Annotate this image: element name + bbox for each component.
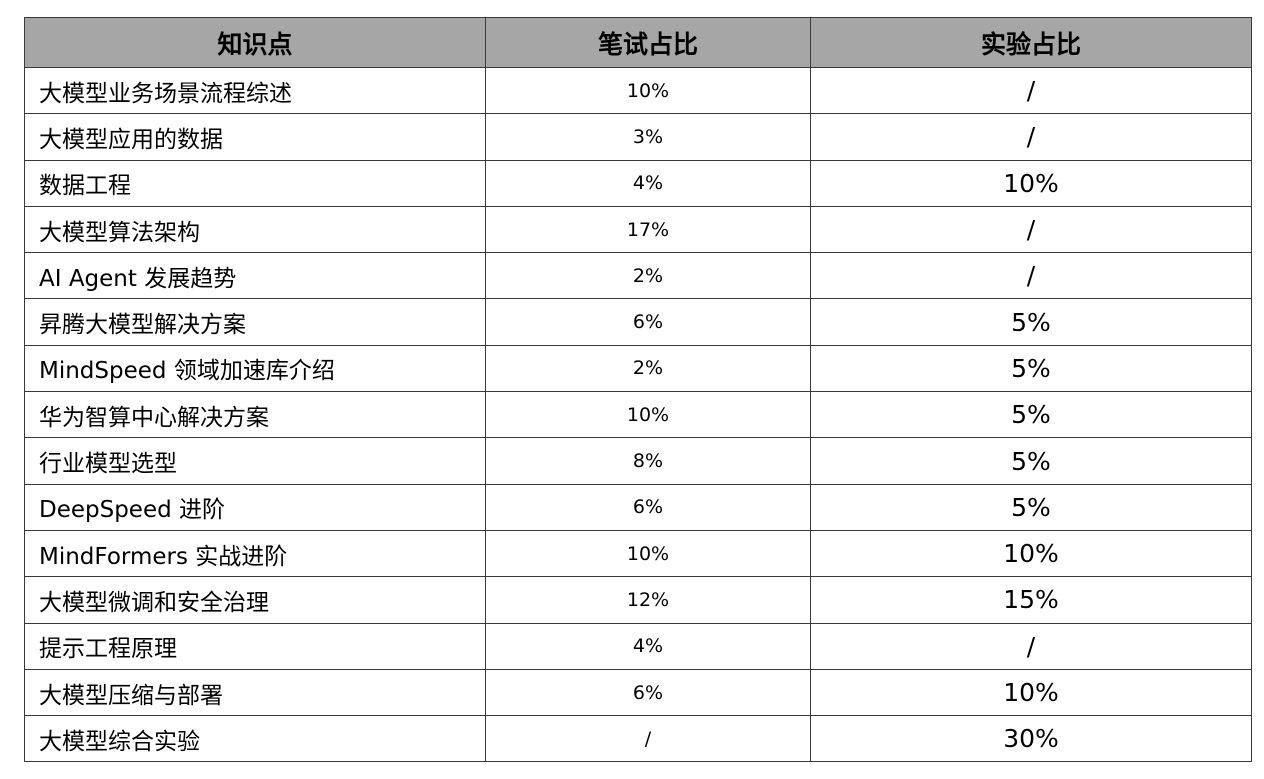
exam-weight-table: 知识点 笔试占比 实验占比 大模型业务场景流程综述 10% / 大模型应用的数据 3% /…	[24, 17, 1252, 763]
header-lab-ratio: 实验占比	[810, 17, 1252, 68]
lab-ratio-cell: /	[810, 205, 1252, 254]
header-row: 知识点 笔试占比 实验占比	[24, 17, 1252, 68]
header-written-ratio: 笔试占比	[485, 17, 811, 68]
written-ratio-cell: 6%	[485, 483, 811, 531]
topic-cell: 数据工程	[24, 159, 486, 207]
table-row: 大模型应用的数据 3% /	[24, 113, 1252, 161]
lab-ratio-cell: 10%	[810, 668, 1252, 717]
topic-cell: DeepSpeed 进阶	[24, 483, 486, 531]
topic-cell: 华为智算中心解决方案	[24, 391, 486, 439]
table-body: 大模型业务场景流程综述 10% / 大模型应用的数据 3% / 数据工程 4% 10% 大模型算法…	[24, 66, 1252, 763]
topic-cell: AI Agent 发展趋势	[24, 252, 486, 300]
lab-ratio-cell: /	[810, 622, 1252, 670]
lab-ratio-cell: 5%	[810, 391, 1252, 439]
table-row: AI Agent 发展趋势 2% /	[24, 252, 1252, 300]
written-ratio-cell: 2%	[485, 252, 811, 300]
topic-cell: MindFormers 实战进阶	[24, 529, 486, 578]
topic-cell: 大模型应用的数据	[24, 113, 486, 161]
lab-ratio-cell: 30%	[810, 715, 1252, 763]
topic-cell: 大模型算法架构	[24, 205, 486, 254]
written-ratio-cell: 10%	[485, 66, 811, 115]
table-row: 大模型综合实验/30%	[24, 715, 1252, 763]
topic-cell: 大模型业务场景流程综述	[24, 66, 486, 115]
topic-cell: 大模型综合实验	[24, 715, 486, 763]
table-row: 昇腾大模型解决方案 6% 5%	[24, 298, 1252, 346]
written-ratio-cell: /	[485, 715, 811, 763]
written-ratio-cell: 4%	[485, 159, 811, 207]
table-row: 大模型微调和安全治理 12% 15%	[24, 576, 1252, 624]
topic-cell: 提示工程原理	[24, 622, 486, 670]
topic-cell: MindSpeed 领域加速库介绍	[24, 344, 486, 393]
lab-ratio-cell: 5%	[810, 483, 1252, 531]
written-ratio-cell: 4%	[485, 622, 811, 670]
table-header: 知识点 笔试占比 实验占比	[24, 17, 1252, 68]
table-row: MindFormers 实战进阶 10% 10%	[24, 529, 1252, 578]
header-topic: 知识点	[24, 17, 486, 68]
written-ratio-cell: 12%	[485, 576, 811, 624]
table-row: 行业模型选型 8% 5%	[24, 437, 1252, 485]
written-ratio-cell: 8%	[485, 437, 811, 485]
topic-cell: 大模型压缩与部署	[24, 668, 486, 717]
table-row: 华为智算中心解决方案 10% 5%	[24, 391, 1252, 439]
written-ratio-cell: 6%	[485, 298, 811, 346]
written-ratio-cell: 10%	[485, 391, 811, 439]
lab-ratio-cell: 10%	[810, 159, 1252, 207]
lab-ratio-cell: 15%	[810, 576, 1252, 624]
written-ratio-cell: 17%	[485, 205, 811, 254]
table-row: 大模型业务场景流程综述 10% /	[24, 66, 1252, 115]
table-row: 大模型压缩与部署 6% 10%	[24, 668, 1252, 717]
lab-ratio-cell: 10%	[810, 529, 1252, 578]
topic-cell: 昇腾大模型解决方案	[24, 298, 486, 346]
written-ratio-cell: 3%	[485, 113, 811, 161]
table-row: 提示工程原理 4% /	[24, 622, 1252, 670]
table-row: DeepSpeed 进阶 6% 5%	[24, 483, 1252, 531]
written-ratio-cell: 10%	[485, 529, 811, 578]
written-ratio-cell: 6%	[485, 668, 811, 717]
lab-ratio-cell: /	[810, 252, 1252, 300]
lab-ratio-cell: /	[810, 113, 1252, 161]
lab-ratio-cell: /	[810, 66, 1252, 115]
written-ratio-cell: 2%	[485, 344, 811, 393]
topic-cell: 行业模型选型	[24, 437, 486, 485]
table-row: MindSpeed 领域加速库介绍 2% 5%	[24, 344, 1252, 393]
lab-ratio-cell: 5%	[810, 344, 1252, 393]
table-row: 大模型算法架构 17% /	[24, 205, 1252, 254]
table-row: 数据工程 4% 10%	[24, 159, 1252, 207]
topic-cell: 大模型微调和安全治理	[24, 576, 486, 624]
lab-ratio-cell: 5%	[810, 437, 1252, 485]
lab-ratio-cell: 5%	[810, 298, 1252, 346]
